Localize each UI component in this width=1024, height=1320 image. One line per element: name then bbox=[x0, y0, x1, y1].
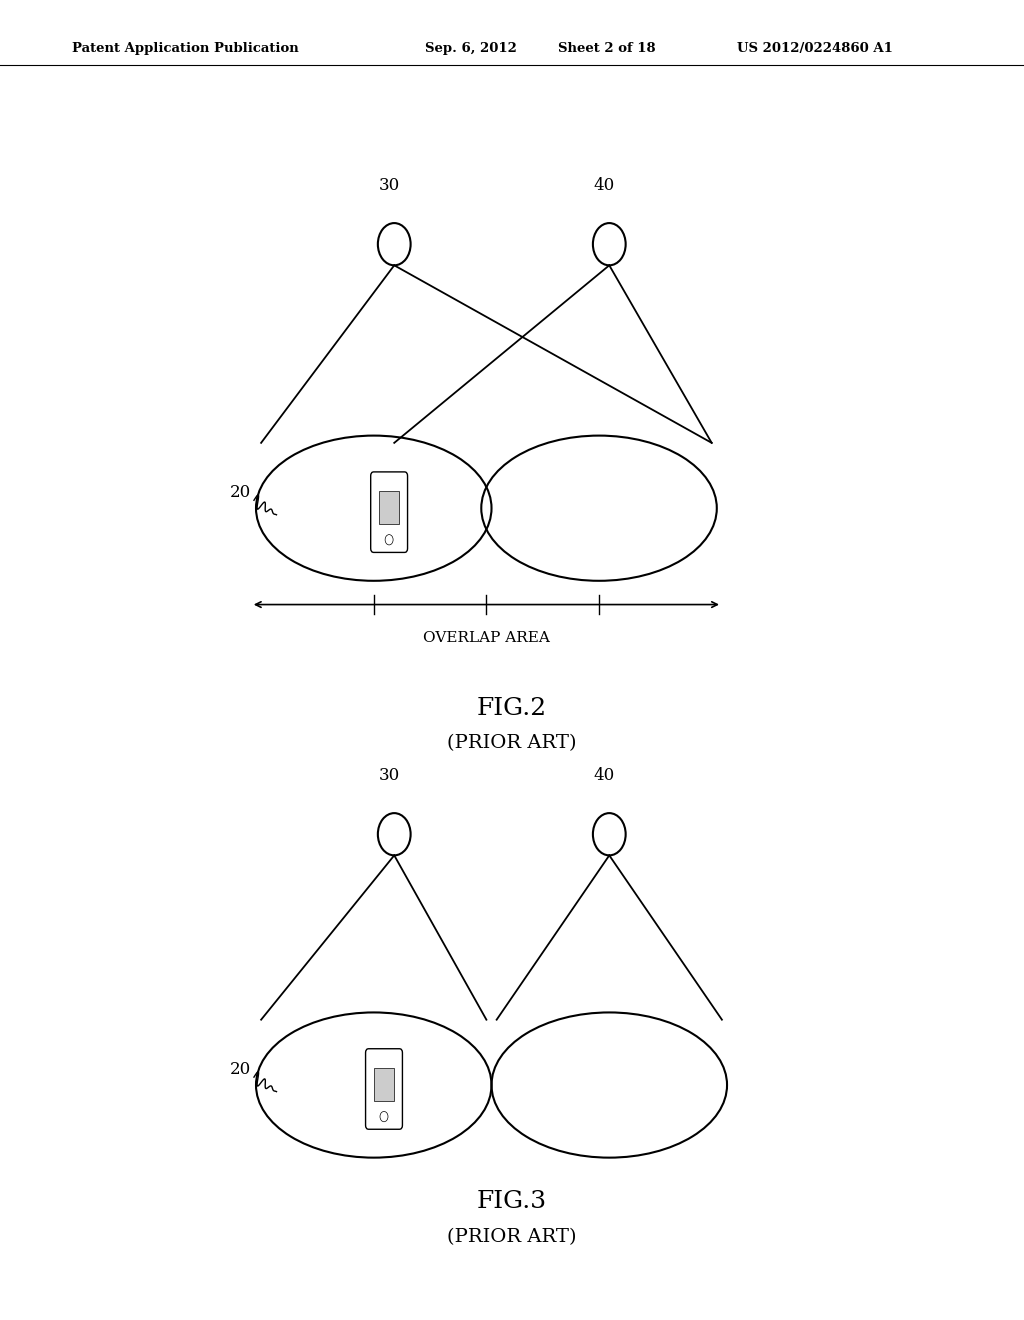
Text: Sep. 6, 2012: Sep. 6, 2012 bbox=[425, 42, 517, 55]
Text: FIG.3: FIG.3 bbox=[477, 1189, 547, 1213]
Text: (PRIOR ART): (PRIOR ART) bbox=[447, 734, 577, 752]
FancyBboxPatch shape bbox=[371, 471, 408, 552]
Text: 40: 40 bbox=[594, 177, 614, 194]
Text: 40: 40 bbox=[594, 767, 614, 784]
Circle shape bbox=[380, 1111, 388, 1122]
Text: OVERLAP AREA: OVERLAP AREA bbox=[423, 631, 550, 645]
Text: Sheet 2 of 18: Sheet 2 of 18 bbox=[558, 42, 655, 55]
Circle shape bbox=[385, 535, 393, 545]
Text: 30: 30 bbox=[379, 177, 399, 194]
Text: 30: 30 bbox=[379, 767, 399, 784]
Bar bbox=[379, 491, 399, 524]
Bar bbox=[374, 1068, 394, 1101]
Text: (PRIOR ART): (PRIOR ART) bbox=[447, 1228, 577, 1246]
FancyBboxPatch shape bbox=[366, 1048, 402, 1130]
Text: Patent Application Publication: Patent Application Publication bbox=[72, 42, 298, 55]
Text: 20: 20 bbox=[229, 1061, 251, 1077]
Text: US 2012/0224860 A1: US 2012/0224860 A1 bbox=[737, 42, 893, 55]
Text: FIG.2: FIG.2 bbox=[477, 697, 547, 721]
Text: 20: 20 bbox=[229, 484, 251, 500]
